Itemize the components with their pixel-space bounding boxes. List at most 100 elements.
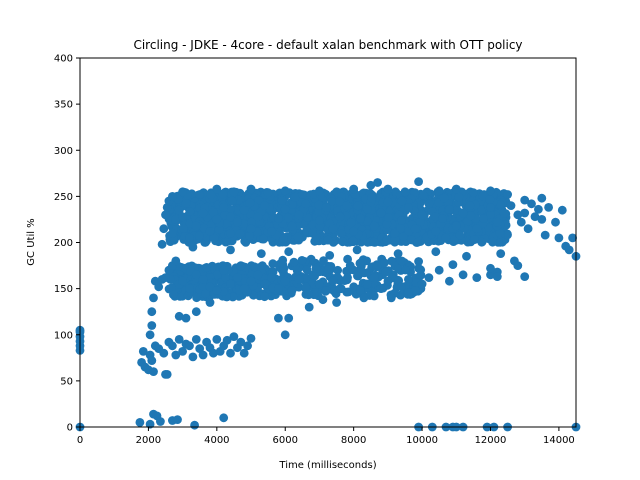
data-point [280, 186, 290, 196]
data-point [466, 211, 476, 221]
data-point [274, 313, 283, 323]
y-tick-label: 300 [54, 146, 73, 157]
data-point [477, 237, 487, 247]
data-point [219, 265, 229, 275]
data-point [167, 283, 177, 293]
data-point [171, 350, 181, 360]
data-point [246, 184, 256, 194]
data-point [279, 234, 288, 244]
data-point [219, 203, 229, 212]
data-point [445, 204, 454, 214]
data-point [315, 186, 324, 196]
data-point [171, 215, 181, 224]
x-tick-label: 4000 [204, 435, 229, 446]
data-point [333, 265, 343, 275]
x-tick-label: 12000 [475, 435, 507, 446]
data-point [209, 233, 219, 243]
data-point [544, 203, 553, 212]
data-point [321, 203, 331, 212]
data-point [239, 284, 249, 293]
data-point [362, 204, 372, 214]
data-point [455, 230, 465, 240]
data-point [404, 203, 413, 212]
data-point [342, 201, 352, 211]
data-point [540, 230, 550, 240]
data-point [382, 235, 392, 245]
data-point [277, 258, 287, 268]
data-point [349, 227, 359, 236]
data-point [280, 276, 290, 286]
data-point [147, 356, 157, 365]
data-point [376, 284, 386, 293]
x-tick-label: 8000 [341, 435, 366, 446]
data-point [413, 237, 422, 247]
data-point [161, 210, 170, 220]
data-point [356, 286, 365, 295]
data-point [190, 420, 200, 430]
data-point [188, 242, 198, 252]
data-point [410, 286, 420, 295]
data-point [259, 234, 268, 244]
data-point [399, 232, 408, 242]
data-point [247, 217, 256, 227]
data-point [198, 275, 208, 284]
data-point [235, 229, 245, 239]
data-point [353, 201, 363, 211]
data-point [178, 347, 188, 356]
data-point [434, 186, 444, 196]
data-point [445, 276, 454, 286]
data-point [246, 334, 256, 343]
data-point [178, 212, 188, 222]
data-point [400, 187, 410, 197]
data-point [537, 193, 547, 203]
data-point [191, 335, 201, 344]
scatter-series [75, 177, 581, 432]
data-point [138, 347, 148, 356]
data-point [568, 233, 577, 243]
data-point [263, 188, 273, 198]
data-point [168, 341, 177, 351]
data-point [212, 184, 222, 194]
data-point [369, 291, 379, 301]
data-point [195, 190, 205, 199]
data-point [486, 263, 495, 273]
data-point [523, 224, 533, 234]
data-point [159, 224, 169, 234]
x-tick-label: 6000 [273, 435, 298, 446]
data-point [284, 313, 294, 323]
data-point [178, 187, 188, 197]
data-point [373, 178, 382, 187]
data-point [308, 270, 317, 280]
data-point [178, 276, 188, 286]
data-point [260, 201, 270, 211]
y-tick-label: 150 [54, 284, 73, 295]
data-point [219, 287, 229, 296]
data-point [369, 237, 379, 247]
data-point [205, 282, 215, 292]
data-point [431, 212, 441, 222]
data-point [288, 200, 297, 209]
data-point [319, 256, 328, 266]
data-point [328, 224, 338, 234]
data-point [154, 282, 164, 292]
data-point [226, 212, 236, 222]
x-tick-label: 2000 [136, 435, 161, 446]
data-point [516, 217, 526, 227]
data-point [209, 348, 218, 358]
data-point [280, 330, 290, 340]
data-point [236, 337, 246, 347]
data-point [277, 196, 287, 205]
data-point [260, 279, 270, 289]
data-point [530, 212, 540, 222]
data-point [454, 192, 464, 202]
data-point [234, 291, 244, 301]
data-point [284, 213, 293, 223]
data-point [431, 227, 441, 236]
data-point [414, 177, 423, 187]
data-point [226, 279, 235, 289]
data-point [219, 413, 229, 423]
data-point [394, 264, 403, 274]
data-point [366, 180, 376, 190]
y-tick-label: 250 [54, 192, 73, 203]
